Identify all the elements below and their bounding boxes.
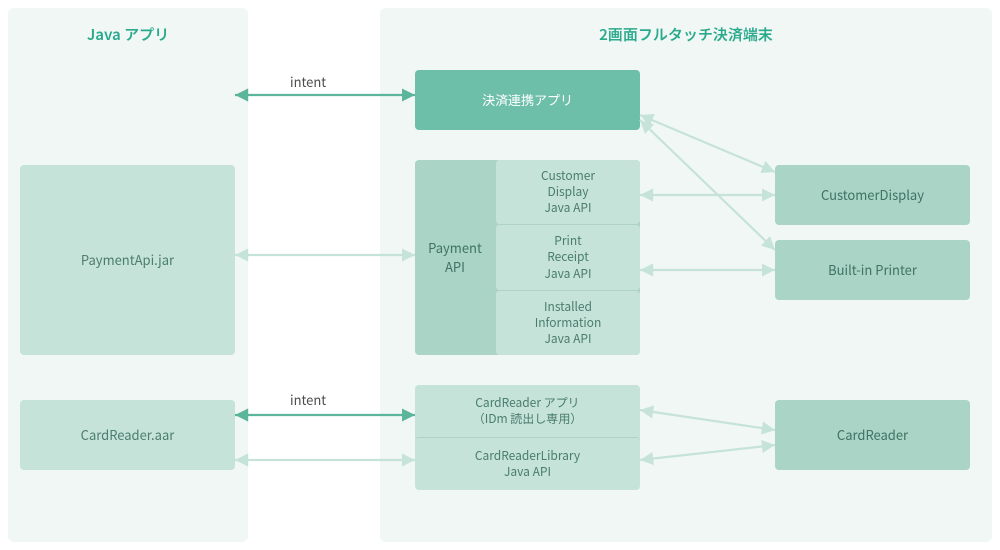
node-card-reader-group: CardReader アプリ （IDm 読出し専用）CardReaderLibr…: [415, 385, 640, 490]
node-label: 決済連携アプリ: [482, 91, 573, 109]
node-settlement-app: 決済連携アプリ: [415, 70, 640, 130]
node-payment-api-label: Payment API: [415, 160, 495, 355]
left-panel-title: Java アプリ: [8, 24, 248, 45]
node-payment-api-jar: PaymentApi.jar: [20, 165, 235, 355]
node-label: CardReader: [837, 426, 908, 444]
node-label: PaymentApi.jar: [81, 251, 174, 269]
node-payment-api-subs: Customer Display Java APIPrint Receipt J…: [495, 160, 640, 355]
node-customer-display: CustomerDisplay: [775, 165, 970, 225]
arrow-label-intent-bottom: intent: [290, 390, 326, 409]
node-payment-api: Payment API Customer Display Java APIPri…: [415, 160, 640, 355]
node-label: CardReader.aar: [81, 426, 175, 444]
payment-api-sub: Installed Information Java API: [495, 290, 640, 355]
payment-api-sub: Print Receipt Java API: [495, 224, 640, 289]
node-card-reader-aar: CardReader.aar: [20, 400, 235, 470]
payment-api-sub: Customer Display Java API: [495, 160, 640, 224]
arrow-label-intent-top: intent: [290, 72, 326, 91]
node-label: CustomerDisplay: [821, 186, 924, 204]
node-label: Built-in Printer: [828, 261, 917, 279]
node-built-in-printer: Built-in Printer: [775, 240, 970, 300]
card-reader-group-row: CardReader アプリ （IDm 読出し専用）: [415, 385, 640, 437]
node-card-reader: CardReader: [775, 400, 970, 470]
right-panel-title: 2画面フルタッチ決済端末: [380, 24, 992, 45]
card-reader-group-row: CardReaderLibrary Java API: [415, 437, 640, 490]
